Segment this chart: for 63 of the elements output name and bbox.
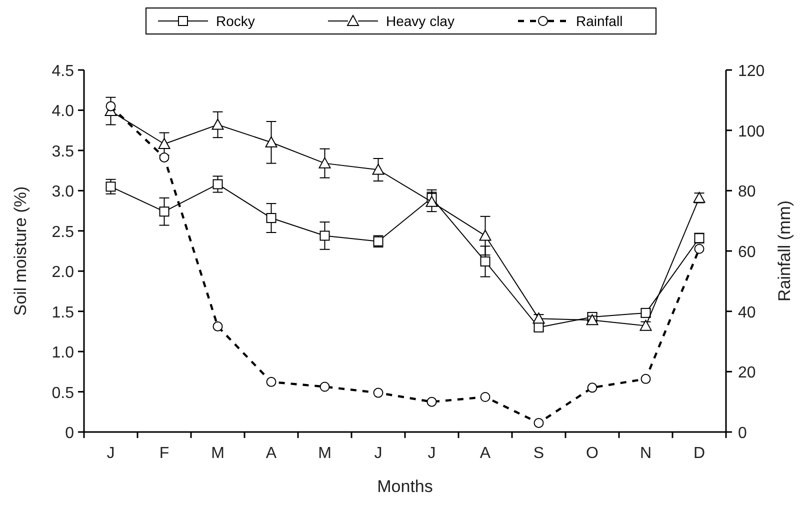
point xyxy=(106,182,116,192)
y-tick-label: 4.5 xyxy=(52,63,74,80)
y-tick-label: 1.0 xyxy=(52,344,74,362)
x-axis-title: Months xyxy=(377,477,433,496)
point xyxy=(640,308,651,318)
point xyxy=(265,136,278,148)
x-tick-label: J xyxy=(374,445,382,462)
point xyxy=(426,396,437,407)
point xyxy=(266,376,276,387)
x-tick-label: A xyxy=(480,445,491,462)
point xyxy=(479,230,492,241)
x-tick-label: J xyxy=(106,445,115,462)
x-tick-label: D xyxy=(693,445,706,462)
point xyxy=(373,388,384,398)
y-tick-label: 3.0 xyxy=(52,184,74,201)
y2-tick-label: 100 xyxy=(738,123,765,140)
y2-tick-label: 20 xyxy=(738,364,756,382)
point xyxy=(372,164,384,175)
point xyxy=(532,312,545,324)
y-axis-title: Soil moisture (%) xyxy=(11,186,30,316)
legend-label: Rainfall xyxy=(576,13,623,29)
y-tick-label: 2.5 xyxy=(52,224,74,241)
point xyxy=(212,118,224,130)
y2-tick-label: 0 xyxy=(738,425,747,442)
point xyxy=(212,179,223,190)
point xyxy=(640,374,651,384)
point xyxy=(534,418,544,428)
point xyxy=(480,256,490,266)
y-tick-label: 4.0 xyxy=(52,103,74,120)
point xyxy=(586,314,598,326)
x-tick-label: M xyxy=(318,445,332,462)
y-tick-label: 3.5 xyxy=(52,143,74,160)
x-tick-label: N xyxy=(640,445,652,462)
point xyxy=(106,101,116,112)
y2-tick-label: 80 xyxy=(738,184,756,201)
y-tick-label: 0 xyxy=(65,425,74,442)
x-tick-label: A xyxy=(266,445,277,462)
y2-tick-label: 120 xyxy=(738,63,765,80)
point xyxy=(587,382,598,393)
x-tick-label: F xyxy=(159,445,170,462)
point xyxy=(159,152,170,162)
x-tick-label: S xyxy=(533,445,544,462)
point xyxy=(318,157,331,168)
y-tick-label: 1.5 xyxy=(52,304,74,322)
y2-tick-label: 60 xyxy=(738,244,756,261)
x-tick-label: O xyxy=(586,445,598,462)
point xyxy=(480,392,490,402)
point xyxy=(212,321,223,332)
point xyxy=(320,230,330,241)
point xyxy=(426,196,438,207)
legend-label: Rocky xyxy=(216,13,255,29)
y-tick-label: 2.0 xyxy=(52,264,74,282)
x-tick-label: J xyxy=(428,445,436,462)
point xyxy=(159,206,170,217)
legend-label: Heavy clay xyxy=(386,13,454,29)
point xyxy=(158,138,170,150)
point xyxy=(640,320,652,331)
point xyxy=(320,382,330,392)
x-tick-label: M xyxy=(211,445,224,462)
point xyxy=(266,213,276,224)
y2-tick-label: 40 xyxy=(738,304,756,322)
y2-axis-title: Rainfall (mm) xyxy=(775,200,794,302)
y-tick-label: 0.5 xyxy=(52,384,74,402)
